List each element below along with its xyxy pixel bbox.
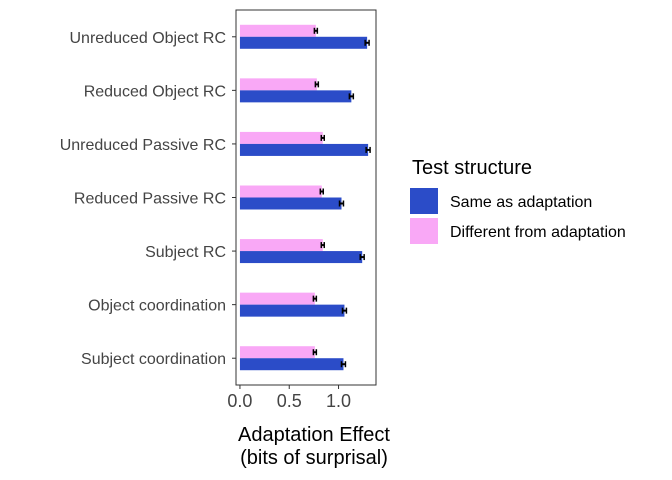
y-tick-label-subject-coordination: Subject coordination [81,351,226,368]
y-tick-label-object-coordination: Object coordination [88,298,226,315]
bar-same-unreduced-passive-rc [239,143,369,156]
bar-different-reduced-passive-rc [239,185,322,198]
y-tick-label-unreduced-passive-rc: Unreduced Passive RC [60,137,226,154]
legend-key-same [410,188,438,214]
bar-different-subject-rc [239,239,323,252]
x-axis: 0.0 0.5 1.0 [227,385,351,411]
bar-same-reduced-object-rc [239,90,352,103]
x-tick-label-2: 1.0 [326,391,351,411]
bar-same-subject-rc [239,251,363,264]
bar-different-unreduced-passive-rc [239,131,323,144]
legend: Test structure Same as adaptation Differ… [410,157,626,244]
legend-title: Test structure [412,157,532,179]
bar-same-subject-coordination [239,358,344,371]
bar-same-reduced-passive-rc [239,197,342,210]
y-axis: Unreduced Object RC Reduced Object RC Unre… [60,30,236,368]
bar-different-subject-coordination [239,346,315,359]
x-axis-title-line-2: (bits of surprisal) [240,447,388,469]
y-tick-label-subject-rc: Subject RC [145,244,226,261]
bar-different-reduced-object-rc [239,78,317,91]
bar-same-unreduced-object-rc [239,36,368,49]
legend-label-different: Different from adaptation [450,224,626,241]
bars-layer [239,24,371,371]
legend-label-same: Same as adaptation [450,194,592,211]
bar-same-object-coordination [239,304,345,317]
y-tick-label-reduced-object-rc: Reduced Object RC [84,83,226,100]
x-tick-label-1: 0.5 [277,391,302,411]
y-tick-label-reduced-passive-rc: Reduced Passive RC [74,191,226,208]
bar-different-object-coordination [239,292,315,305]
bar-different-unreduced-object-rc [239,24,316,37]
legend-key-different [410,218,438,244]
x-tick-label-0: 0.0 [227,391,252,411]
x-axis-title-line-1: Adaptation Effect [238,424,390,446]
y-tick-label-unreduced-object-rc: Unreduced Object RC [69,30,226,47]
